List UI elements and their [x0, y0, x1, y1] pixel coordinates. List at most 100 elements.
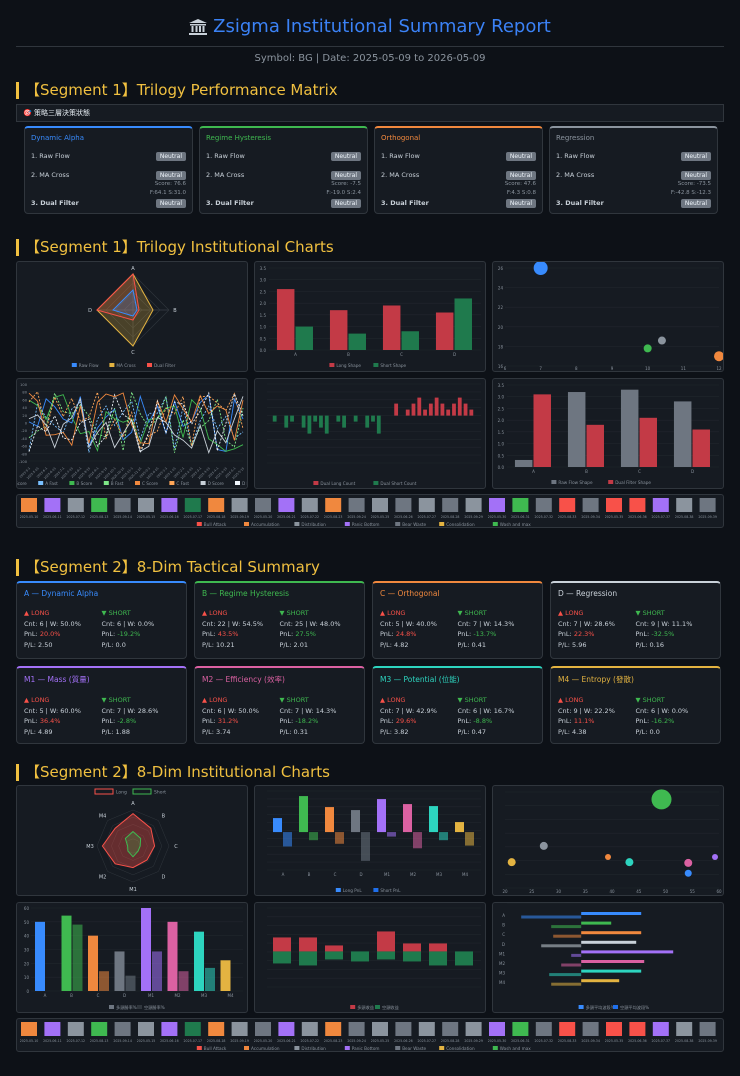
y-tick: 60 — [22, 398, 27, 402]
regime-date: 2025-08-38 — [675, 1039, 694, 1043]
short-pnl: -18.2% — [295, 717, 319, 725]
long-pf: P/L: 2.50 — [24, 640, 53, 649]
legend-swatch — [373, 363, 379, 367]
x-tick: C — [638, 469, 641, 474]
regime-date: 2025-06-21 — [277, 1039, 296, 1043]
legend-label: Short Shape — [380, 363, 406, 368]
short-pnl: -2.8% — [117, 717, 137, 725]
legend-swatch — [169, 481, 175, 485]
bar — [99, 971, 109, 991]
bar — [342, 415, 346, 428]
bar — [533, 394, 551, 467]
bar — [403, 943, 421, 952]
bar — [348, 333, 366, 350]
regime-cell — [278, 498, 295, 512]
matrix-row-label: 3. Dual Filter — [206, 199, 254, 207]
matrix-row-label: 2. MA Cross — [381, 171, 420, 179]
regime-date: 2025-07-27 — [418, 1039, 437, 1043]
bar — [434, 397, 439, 416]
y-tick: M2 — [499, 961, 505, 966]
legend-swatch — [551, 480, 557, 484]
legend-swatch — [492, 1046, 498, 1050]
long-label: ▲ LONG — [202, 609, 228, 617]
radar-axis-label: A — [131, 801, 135, 807]
x-tick: 45 — [636, 889, 642, 894]
y-tick: C — [502, 932, 505, 937]
x-tick: 25 — [529, 889, 535, 894]
regime-cell — [184, 498, 201, 512]
bar — [581, 979, 620, 983]
bubble — [651, 789, 672, 810]
x-tick: 30 — [556, 889, 562, 894]
legend-label: Panic Bottom — [352, 522, 380, 527]
bar — [178, 971, 189, 991]
legend-label: Long PnL — [343, 888, 363, 893]
y-tick: 0.5 — [260, 336, 267, 341]
bar — [455, 951, 473, 966]
legend-swatch — [109, 1005, 114, 1009]
regime-cell — [535, 498, 552, 512]
short-cnt: Cnt: 6 | W: 16.7% — [457, 706, 515, 715]
8dim-pnl-chart: A B C D M1 M2 M3 M4 Long PnL Short PnL — [254, 785, 486, 896]
regime-cell — [184, 1022, 201, 1036]
regime-cell — [699, 498, 716, 512]
legend-label: Bear Waste — [402, 1046, 426, 1051]
x-tick: 20 — [502, 889, 508, 894]
y-tick: 0 — [26, 989, 29, 994]
bar — [371, 415, 375, 422]
matrix-row-label: 1. Raw Flow — [381, 152, 420, 160]
y-tick: 16 — [498, 364, 504, 369]
short-cnt: Cnt: 6 | W: 0.0% — [101, 619, 155, 628]
regime-date: 2025-08-28 — [441, 515, 460, 519]
y-tick: 20 — [24, 961, 30, 966]
radar-axis-label: M1 — [129, 887, 137, 893]
bar — [454, 298, 472, 350]
regime-date: 2025-05-25 — [371, 515, 390, 519]
legend-swatch — [132, 788, 152, 795]
long-label: ▲ LONG — [202, 696, 228, 704]
y-tick: 0.0 — [498, 465, 505, 470]
regime-cell — [255, 1022, 271, 1036]
y-tick: 24 — [498, 286, 504, 291]
long-cnt: Cnt: 7 | W: 42.9% — [380, 706, 437, 715]
matrix-fs: F:-42.8 S:-12.3 — [670, 190, 711, 196]
matrix-card-title: Regime Hysteresis — [206, 134, 271, 142]
tactical-card-title: M1 — Mass (質量) — [24, 675, 90, 684]
long-pnl: 20.0% — [39, 630, 61, 638]
regime-cell — [676, 1022, 693, 1036]
bar — [581, 950, 674, 954]
legend-label: Raw Flow — [79, 363, 99, 368]
regime-cell — [489, 1022, 505, 1036]
shape-bar-chart: 3.5 3.0 2.5 2.0 1.5 1.0 0.5 0.0 A B C D Long Shape Sh… — [254, 261, 486, 372]
legend-label: Distribution — [301, 1046, 326, 1051]
bar — [463, 403, 468, 416]
bar — [152, 951, 162, 991]
long-cnt: Cnt: 6 | W: 50.0% — [202, 706, 259, 715]
short-pnl: -16.2% — [651, 717, 675, 725]
y-tick: -60 — [21, 445, 28, 449]
regime-date: 2025-06-31 — [511, 515, 530, 519]
legend-label: 多頭收益 — [357, 1004, 374, 1011]
matrix-row-label: 2. MA Cross — [206, 171, 245, 179]
status-badge: Neutral — [680, 198, 711, 208]
regime-date: 2025-07-32 — [535, 1039, 554, 1043]
regime-cell — [114, 1022, 131, 1036]
legend-label: Consolidation — [446, 522, 475, 527]
short-label: ▼ SHORT — [101, 696, 131, 704]
bar — [405, 409, 410, 416]
y-tick: 22 — [498, 305, 504, 310]
bar — [581, 960, 645, 963]
regime-date: 2025-06-16 — [160, 1039, 179, 1043]
matrix-card-title: Dynamic Alpha — [31, 134, 84, 142]
short-cnt: Cnt: 7 | W: 14.3% — [457, 619, 515, 628]
long-label: ▲ LONG — [24, 696, 50, 704]
regime-cell — [348, 1022, 365, 1036]
legend-swatch — [69, 481, 75, 485]
bar — [61, 915, 72, 991]
bar — [376, 415, 381, 434]
regime-cell — [278, 1022, 295, 1036]
long-pnl: 43.5% — [217, 630, 239, 638]
strategy-status-bar: 🎯 策略三層決策狀態 — [16, 104, 724, 122]
y-tick: 10 — [24, 975, 30, 980]
legend-label: 多頭平均波段% — [586, 1004, 615, 1011]
